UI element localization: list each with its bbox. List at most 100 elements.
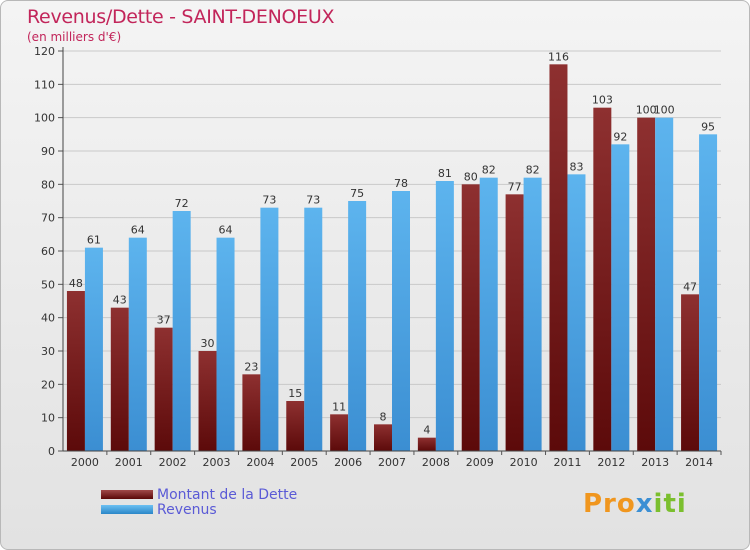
data-label-dette: 47 — [683, 280, 697, 293]
data-label-revenus: 83 — [569, 160, 583, 173]
bar-revenus — [479, 177, 498, 451]
legend-label-revenus: Revenus — [157, 502, 217, 518]
bar-revenus — [611, 144, 630, 452]
y-tick-label: 60 — [41, 245, 55, 258]
y-tick-label: 70 — [41, 212, 55, 225]
y-tick-label: 0 — [48, 445, 55, 458]
bar-dette — [637, 117, 656, 452]
data-label-revenus: 92 — [613, 130, 627, 143]
x-tick-label: 2006 — [334, 456, 362, 469]
x-tick-label: 2009 — [466, 456, 494, 469]
chart-subtitle: (en milliers d'€) — [27, 30, 122, 44]
bar-dette — [242, 374, 261, 451]
y-tick-label: 10 — [41, 412, 55, 425]
bar-revenus — [128, 237, 147, 451]
data-label-dette: 48 — [69, 277, 83, 290]
data-label-revenus: 64 — [131, 224, 145, 237]
bar-dette — [461, 184, 480, 452]
bar-dette — [681, 294, 700, 451]
bar-revenus — [392, 191, 410, 451]
data-label-dette: 30 — [201, 337, 215, 350]
data-label-revenus: 61 — [87, 234, 101, 247]
bar-revenus — [655, 117, 674, 452]
x-tick-label: 2005 — [290, 456, 318, 469]
y-tick-label: 90 — [41, 145, 55, 158]
data-label-revenus: 64 — [219, 224, 233, 237]
bar-revenus — [84, 247, 103, 451]
x-tick-label: 2000 — [71, 456, 99, 469]
y-tick-label: 40 — [41, 312, 55, 325]
legend-item-revenus: Revenus — [101, 502, 401, 518]
y-tick-label: 50 — [41, 278, 55, 291]
bar-dette — [505, 194, 524, 452]
x-tick-label: 2007 — [378, 456, 406, 469]
data-label-dette: 8 — [380, 410, 387, 423]
x-tick-label: 2011 — [553, 456, 581, 469]
data-label-dette: 15 — [288, 387, 302, 400]
data-label-dette: 37 — [157, 314, 171, 327]
bar-dette — [549, 64, 568, 452]
x-tick-label: 2012 — [597, 456, 625, 469]
legend-swatch-revenus — [101, 505, 153, 514]
bar-revenus — [523, 177, 542, 451]
y-tick-label: 80 — [41, 178, 55, 191]
bar-revenus — [435, 181, 454, 451]
data-label-revenus: 81 — [438, 167, 452, 180]
chart-title: Revenus/Dette - SAINT-DENOEUX — [27, 6, 335, 28]
y-tick-label: 100 — [34, 112, 55, 125]
bar-dette — [154, 327, 173, 451]
bars — [66, 64, 718, 452]
x-tick-label: 2001 — [115, 456, 143, 469]
y-tick-label: 110 — [34, 78, 55, 91]
bar-revenus — [304, 207, 323, 451]
legend-item-dette: Montant de la Dette — [101, 487, 401, 503]
data-label-revenus: 78 — [394, 177, 408, 190]
data-label-dette: 43 — [113, 294, 127, 307]
proxiti-logo: Proxiti — [583, 489, 687, 519]
bar-dette — [198, 351, 217, 451]
data-label-revenus: 75 — [350, 187, 364, 200]
y-tick-label: 20 — [41, 378, 55, 391]
bar-revenus — [567, 174, 586, 452]
bar-dette — [66, 291, 85, 451]
x-tick-label: 2010 — [510, 456, 538, 469]
data-label-revenus: 73 — [262, 194, 276, 207]
data-label-revenus: 73 — [306, 194, 320, 207]
bar-revenus — [216, 237, 235, 451]
data-label-revenus: 82 — [482, 164, 496, 177]
data-label-revenus: 72 — [175, 197, 189, 210]
bar-dette — [374, 424, 392, 451]
legend-swatch-dette — [101, 490, 153, 499]
x-tick-label: 2002 — [159, 456, 187, 469]
data-label-dette: 80 — [464, 170, 478, 183]
data-label-dette: 4 — [423, 424, 430, 437]
data-labels: 48 61 43 64 37 72 30 64 23 73 15 73 11 75 8 78 4 81 80 82 77… — [69, 50, 715, 436]
bar-dette — [110, 307, 129, 451]
data-label-dette: 23 — [244, 360, 258, 373]
legend-label-dette: Montant de la Dette — [157, 487, 298, 503]
y-tick-label: 120 — [34, 45, 55, 58]
y-tick-label: 30 — [41, 345, 55, 358]
data-label-revenus: 100 — [654, 104, 675, 117]
bar-revenus — [348, 201, 367, 451]
x-tick-label: 2008 — [422, 456, 450, 469]
bar-chart: 48 61 43 64 37 72 30 64 23 73 15 73 11 75 8 78 4 81 80 82 77… — [34, 45, 722, 469]
x-tick-label: 2014 — [685, 456, 713, 469]
data-label-dette: 77 — [508, 180, 522, 193]
axes: 0 10 20 30 40 50 60 70 80 90 100 110 120 2000 2001 2002… — [34, 45, 722, 469]
data-label-revenus: 82 — [526, 164, 540, 177]
data-label-dette: 103 — [592, 94, 613, 107]
bar-dette — [417, 437, 436, 451]
bar-revenus — [260, 207, 279, 451]
legend: Montant de la Dette Revenus — [101, 487, 401, 518]
data-label-dette: 116 — [548, 50, 569, 63]
data-label-dette: 100 — [636, 104, 657, 117]
bar-dette — [593, 107, 612, 452]
x-tick-label: 2004 — [246, 456, 274, 469]
data-label-dette: 11 — [332, 400, 346, 413]
x-tick-label: 2003 — [203, 456, 231, 469]
x-tick-label: 2013 — [641, 456, 669, 469]
data-label-revenus: 95 — [701, 120, 715, 133]
bar-dette — [286, 401, 305, 451]
